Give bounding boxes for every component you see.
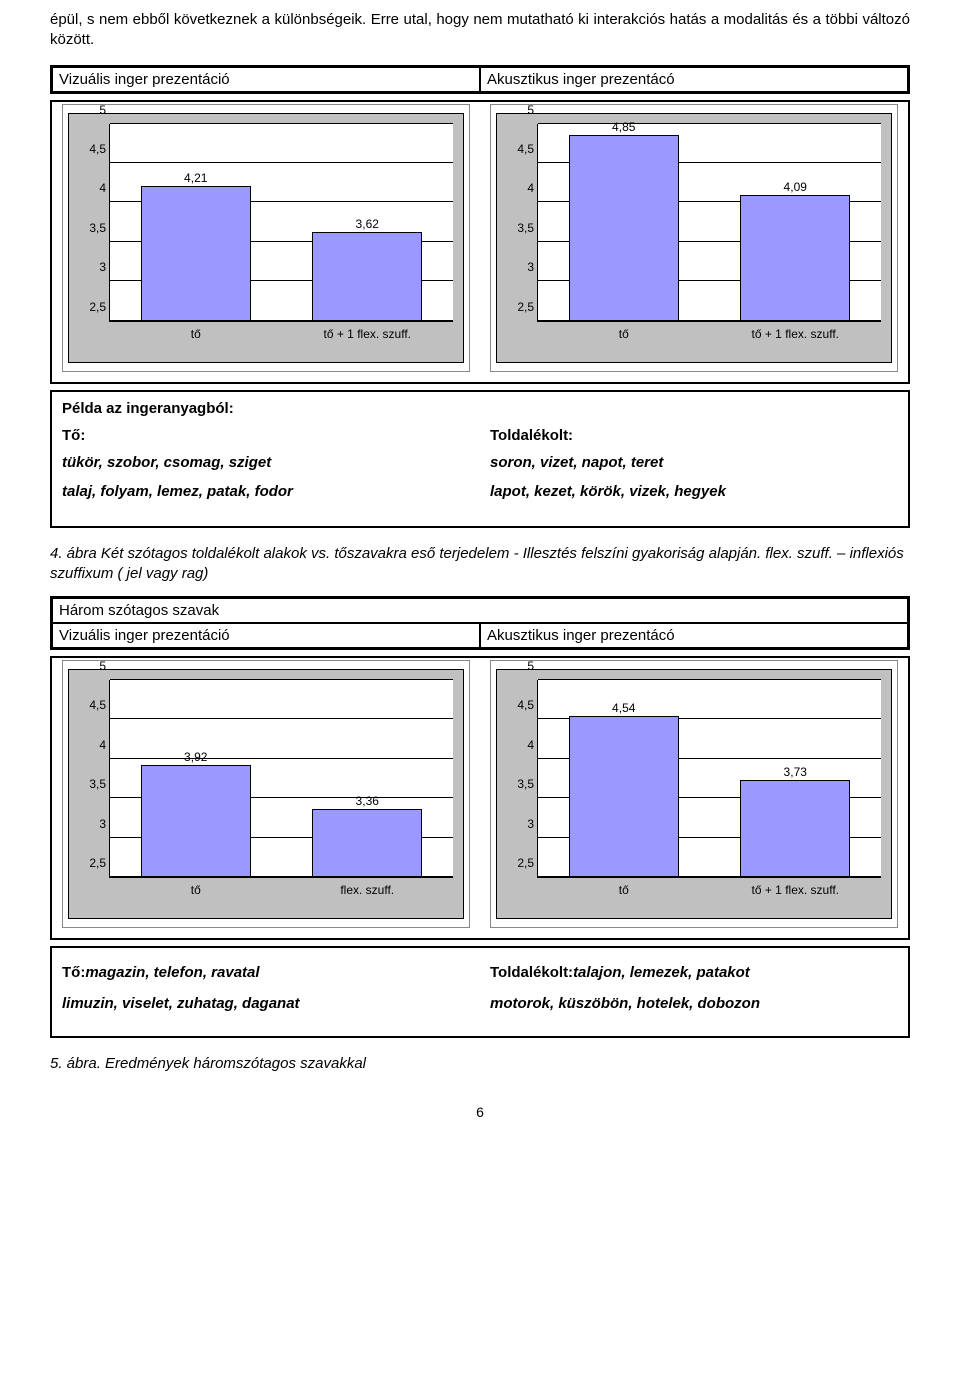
ex2-left-line1: Tő:magazin, telefon, ravatal bbox=[62, 964, 470, 981]
y-tick: 5 bbox=[527, 659, 534, 673]
acoustic-header: Akusztikus inger prezentácó bbox=[480, 67, 908, 92]
page-number: 6 bbox=[50, 1104, 910, 1120]
chart-1-right: 2,5 3 3,5 4 4,5 5 4,85 tő 4,09 tő + 1 flex. szuff… bbox=[490, 104, 898, 372]
y-tick: 4,5 bbox=[89, 142, 106, 156]
y-tick: 2,5 bbox=[517, 856, 534, 870]
y-tick: 5 bbox=[99, 659, 106, 673]
example1-title: Példa az ingeranyagból: bbox=[62, 400, 470, 417]
y-tick: 4,5 bbox=[89, 698, 106, 712]
y-tick: 3,5 bbox=[517, 221, 534, 235]
charts-block-1: 2,5 3 3,5 4 4,5 5 4,21 tő 3,62 tő + 1 flex. szuff… bbox=[50, 100, 910, 384]
bar: 3,36 bbox=[312, 809, 422, 877]
y-tick: 2,5 bbox=[89, 300, 106, 314]
x-category-label: tő bbox=[191, 883, 201, 897]
bar-value-label: 4,54 bbox=[612, 701, 635, 715]
ex2-right-line1: Toldalékolt:talajon, lemezek, patakot bbox=[490, 964, 898, 981]
example1-right-line1: soron, vizet, napot, teret bbox=[490, 454, 898, 471]
y-tick: 4 bbox=[527, 738, 534, 752]
example-box-2: Tő:magazin, telefon, ravatal limuzin, vi… bbox=[50, 946, 910, 1038]
y-tick: 4,5 bbox=[517, 698, 534, 712]
bar-value-label: 4,85 bbox=[612, 120, 635, 134]
section2-header-table: Három szótagos szavak Vizuális inger pre… bbox=[50, 596, 910, 650]
example1-left-line2: talaj, folyam, lemez, patak, fodor bbox=[62, 483, 470, 500]
vis-header-2: Vizuális inger prezentáció bbox=[52, 623, 480, 648]
y-tick: 2,5 bbox=[89, 856, 106, 870]
bar: 4,85 bbox=[569, 135, 679, 320]
y-tick: 5 bbox=[99, 103, 106, 117]
bar-value-label: 4,09 bbox=[784, 180, 807, 194]
y-tick: 3 bbox=[99, 817, 106, 831]
y-tick: 4 bbox=[527, 181, 534, 195]
intro-paragraph: épül, s nem ebből következnek a különbsé… bbox=[50, 10, 910, 51]
y-tick: 2,5 bbox=[517, 300, 534, 314]
x-category-label: flex. szuff. bbox=[340, 883, 394, 897]
chart-2-right: 2,5 3 3,5 4 4,5 5 4,54 tő 3,73 tő + 1 flex. szuff… bbox=[490, 660, 898, 928]
bar: 3,92 bbox=[141, 765, 251, 877]
chart-1-left: 2,5 3 3,5 4 4,5 5 4,21 tő 3,62 tő + 1 flex. szuff… bbox=[62, 104, 470, 372]
bar-value-label: 3,92 bbox=[184, 750, 207, 764]
caption-1: 4. ábra Két szótagos toldalékolt alakok … bbox=[50, 544, 910, 585]
bar-value-label: 4,21 bbox=[184, 171, 207, 185]
y-tick: 3 bbox=[527, 817, 534, 831]
y-tick: 4,5 bbox=[517, 142, 534, 156]
bar-value-label: 3,36 bbox=[356, 794, 379, 808]
bar: 4,21 bbox=[141, 186, 251, 321]
x-category-label: tő + 1 flex. szuff. bbox=[752, 327, 840, 341]
example1-right-line2: lapot, kezet, körök, vizek, hegyek bbox=[490, 483, 898, 500]
bar: 3,62 bbox=[312, 232, 422, 320]
bar-value-label: 3,62 bbox=[356, 217, 379, 231]
x-category-label: tő bbox=[191, 327, 201, 341]
y-tick: 3,5 bbox=[89, 777, 106, 791]
table2-title: Három szótagos szavak bbox=[52, 598, 908, 623]
y-tick: 4 bbox=[99, 181, 106, 195]
y-tick: 3,5 bbox=[517, 777, 534, 791]
section1-header-table: Vizuális inger prezentáció Akusztikus in… bbox=[50, 65, 910, 94]
bar: 4,54 bbox=[569, 716, 679, 877]
acoustic-header-2: Akusztikus inger prezentácó bbox=[480, 623, 908, 648]
ex2-left-line2: limuzin, viselet, zuhatag, daganat bbox=[62, 995, 470, 1012]
x-category-label: tő + 1 flex. szuff. bbox=[324, 327, 412, 341]
bar: 3,73 bbox=[740, 780, 850, 877]
y-tick: 3 bbox=[527, 260, 534, 274]
caption-2: 5. ábra. Eredmények háromszótagos szavak… bbox=[50, 1054, 910, 1074]
chart-2-left: 2,5 3 3,5 4 4,5 5 3,92 tő 3,36 flex. szuff. bbox=[62, 660, 470, 928]
y-tick: 4 bbox=[99, 738, 106, 752]
x-category-label: tő bbox=[619, 883, 629, 897]
example1-left-line1: tükör, szobor, csomag, sziget bbox=[62, 454, 470, 471]
x-category-label: tő + 1 flex. szuff. bbox=[752, 883, 840, 897]
y-tick: 5 bbox=[527, 103, 534, 117]
example1-left-label: Tő: bbox=[62, 427, 470, 444]
ex2-right-line2: motorok, küszöbön, hotelek, dobozon bbox=[490, 995, 898, 1012]
y-tick: 3,5 bbox=[89, 221, 106, 235]
charts-block-2: 2,5 3 3,5 4 4,5 5 3,92 tő 3,36 flex. szuff. 2,5 3 3… bbox=[50, 656, 910, 940]
example1-right-label: Toldalékolt: bbox=[490, 427, 898, 444]
x-category-label: tő bbox=[619, 327, 629, 341]
y-tick: 3 bbox=[99, 260, 106, 274]
vis-header: Vizuális inger prezentáció bbox=[52, 67, 480, 92]
bar-value-label: 3,73 bbox=[784, 765, 807, 779]
example-box-1: Példa az ingeranyagból: Tő: tükör, szobo… bbox=[50, 390, 910, 528]
bar: 4,09 bbox=[740, 195, 850, 320]
